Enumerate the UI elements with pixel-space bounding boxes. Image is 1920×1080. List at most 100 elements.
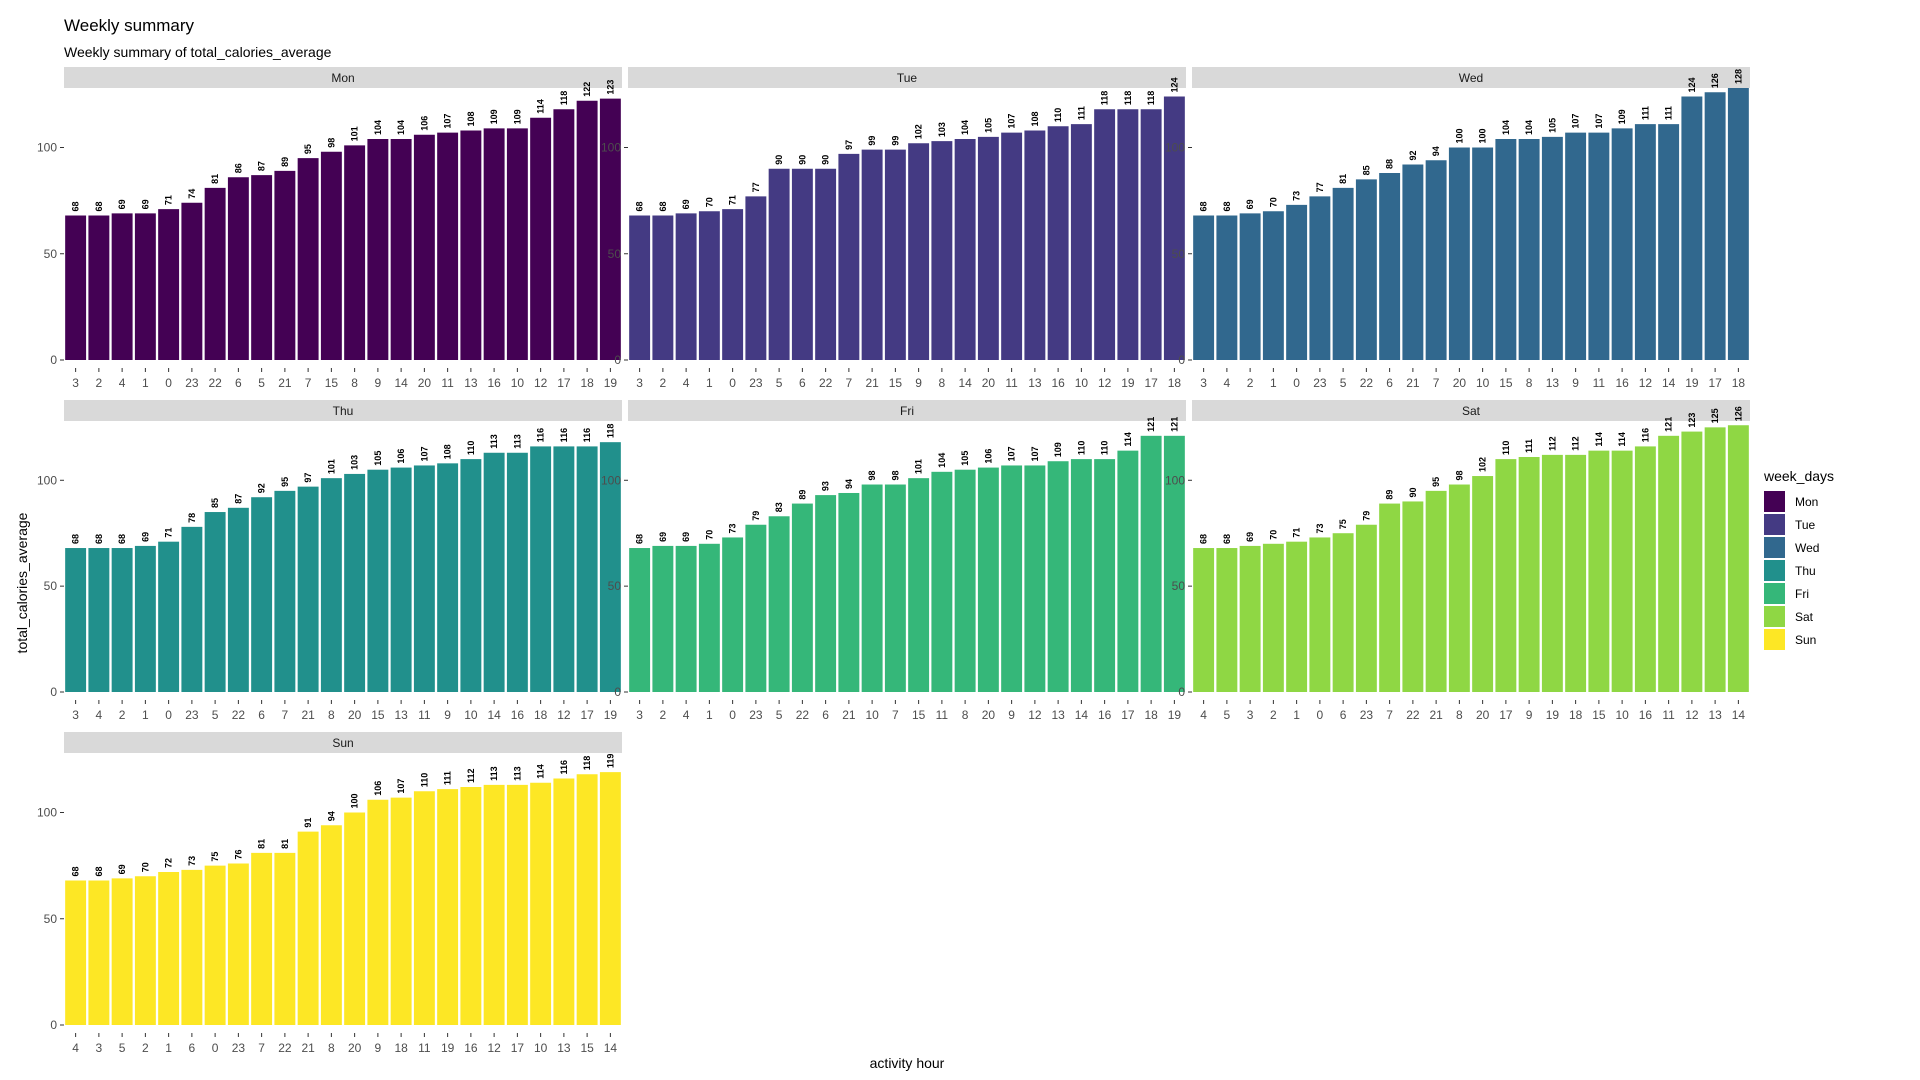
bar-mon [111,213,133,360]
x-tick-label: 23 [232,1041,246,1055]
data-label: 110 [1053,108,1063,123]
bar-mon [251,175,273,360]
data-label: 94 [844,479,854,489]
data-label: 106 [373,781,383,796]
bar-thu [437,463,459,692]
data-label: 118 [605,424,615,439]
data-label: 91 [303,818,313,828]
x-tick-label: 9 [1008,708,1015,722]
bar-sat [1495,459,1517,692]
bar-tue [698,211,720,360]
data-label: 69 [140,199,150,209]
x-tick-label: 20 [348,1041,362,1055]
data-label: 97 [303,473,313,483]
legend-label: Wed [1795,540,1820,555]
x-tick-label: 13 [1546,376,1560,390]
data-label: 90 [1408,487,1418,497]
x-tick-label: 9 [1572,376,1579,390]
x-tick-label: 14 [1662,376,1676,390]
x-tick-label: 7 [282,708,289,722]
bar-sat [1332,533,1354,692]
data-label: 73 [187,856,197,866]
facet-label-sun: Sun [332,736,353,750]
bar-thu [320,478,342,692]
bar-mon [530,117,552,360]
bar-fri [722,537,744,692]
data-label: 68 [94,866,104,876]
bar-sun [506,784,528,1025]
data-label: 77 [1315,182,1325,192]
y-tick-label: 50 [1172,247,1186,261]
legend-item-wed: Wed [1764,536,1834,559]
facet-strip-tue [628,67,1186,88]
bar-wed [1262,211,1284,360]
x-tick-label: 3 [72,708,79,722]
x-tick-label: 9 [375,1041,382,1055]
x-tick-label: 11 [418,1041,431,1055]
bar-sat [1262,543,1284,692]
bar-tue [1140,109,1162,360]
bar-wed [1193,215,1215,360]
y-tick-label: 100 [37,141,57,155]
bar-mon [204,187,226,360]
x-tick-label: 16 [487,376,501,390]
data-label: 74 [187,189,197,199]
x-tick-label: 3 [1247,708,1254,722]
data-label: 73 [728,523,738,533]
data-label: 107 [1030,446,1040,461]
data-label: 100 [350,793,360,808]
x-tick-label: 11 [1662,708,1675,722]
data-label: 114 [536,99,546,114]
bar-thu [134,545,156,692]
x-tick-label: 9 [915,376,922,390]
bar-sun [204,865,226,1025]
x-tick-label: 16 [1098,708,1112,722]
x-tick-label: 13 [464,376,478,390]
data-label: 113 [489,434,499,449]
data-label: 113 [489,766,499,781]
data-label: 90 [821,155,831,165]
x-tick-label: 22 [1360,376,1374,390]
data-label: 69 [681,532,691,542]
bar-tue [1024,130,1046,360]
x-tick-label: 7 [305,376,312,390]
x-tick-label: 5 [258,376,265,390]
x-tick-label: 22 [819,376,833,390]
x-tick-label: 11 [936,708,949,722]
x-tick-label: 6 [822,708,829,722]
legend-swatch [1764,537,1785,558]
data-label: 90 [774,155,784,165]
bar-mon [483,128,505,360]
x-tick-label: 1 [706,708,713,722]
x-tick-label: 11 [1005,376,1018,390]
data-label: 106 [419,116,429,131]
bar-fri [1117,450,1139,692]
x-tick-label: 21 [278,376,292,390]
data-label: 77 [751,182,761,192]
x-tick-label: 21 [865,376,879,390]
data-label: 87 [257,161,267,171]
data-label: 118 [1100,91,1110,106]
x-tick-label: 8 [328,708,335,722]
data-label: 109 [489,109,499,124]
x-tick-label: 20 [1476,708,1490,722]
x-tick-label: 0 [165,708,172,722]
x-tick-label: 9 [444,708,451,722]
facet-label-thu: Thu [333,404,354,418]
bar-sun [65,880,87,1025]
data-label: 101 [914,459,924,474]
data-label: 107 [419,446,429,461]
bar-fri [1024,465,1046,692]
bar-sun [460,787,482,1025]
data-label: 111 [443,771,453,785]
chart-subtitle: Weekly summary of total_calories_average [64,44,332,60]
data-label: 104 [373,120,383,135]
data-label: 72 [164,858,174,868]
x-tick-label: 10 [511,376,525,390]
bar-wed [1704,92,1726,360]
x-tick-label: 6 [258,708,265,722]
bar-mon [367,139,389,360]
x-tick-label: 17 [1121,708,1135,722]
x-tick-label: 12 [487,1041,501,1055]
x-tick-label: 0 [165,376,172,390]
